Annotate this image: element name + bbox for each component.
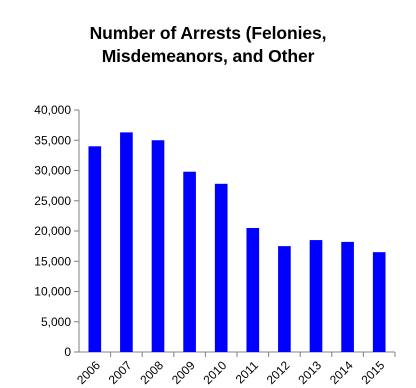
bar-2008 [151,140,165,352]
bar-2006 [88,146,102,352]
x-category-label: 2013 [295,358,324,387]
x-category-label: 2006 [74,358,103,387]
bar-2011 [246,227,260,352]
x-category-label: 2011 [233,358,261,386]
y-tick-label: 15,000 [34,254,71,268]
x-category-label: 2010 [201,358,230,387]
y-tick-label: 35,000 [34,133,71,147]
x-category-label: 2015 [359,358,388,387]
x-category-label: 2009 [169,358,198,387]
bar-2015 [372,252,386,352]
chart-title: Number of Arrests (Felonies, Misdemeanor… [40,22,376,68]
y-tick-label: 20,000 [34,224,71,238]
bar-2012 [278,246,291,352]
bar-2009 [183,171,196,352]
chart-title-line-1: Number of Arrests (Felonies, [89,23,327,43]
chart-title-line-2: Misdemeanors, and Other [101,46,315,66]
bar-2010 [214,183,228,352]
bar-2014 [341,241,354,352]
y-tick-label: 5,000 [41,315,71,329]
y-tick-label: 0 [64,345,71,359]
x-category-label: 2007 [106,358,135,387]
y-tick-label: 10,000 [34,285,71,299]
x-category-label: 2012 [264,358,293,387]
y-tick-label: 40,000 [34,103,71,117]
bar-2013 [309,240,323,352]
bar-2007 [120,132,133,352]
x-category-label: 2014 [327,358,356,387]
x-category-label: 2008 [137,358,166,387]
y-tick-label: 25,000 [34,194,71,208]
y-tick-label: 30,000 [34,164,71,178]
